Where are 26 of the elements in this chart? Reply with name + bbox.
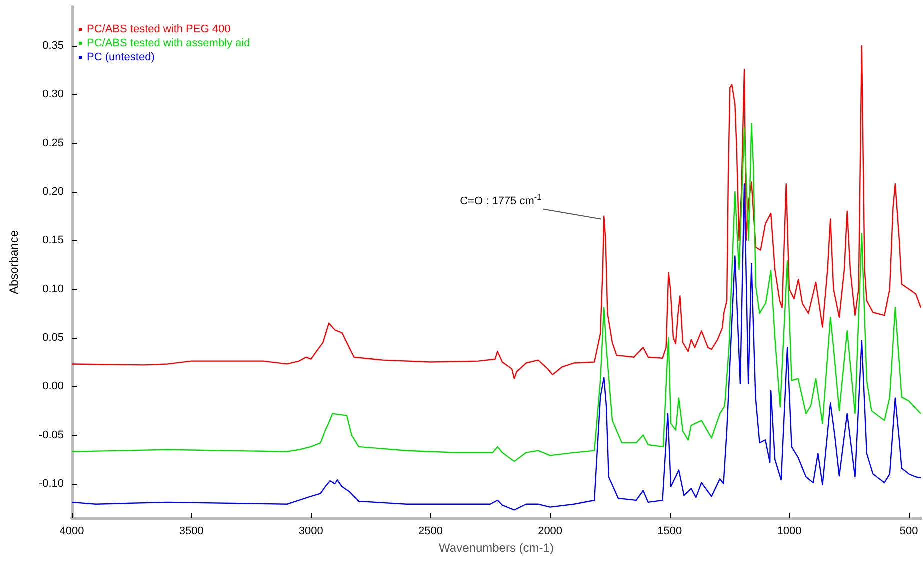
x-tick-label: 500 [900,526,918,538]
y-tick-label: 0.05 [42,332,64,344]
x-tick-label: 4000 [60,526,84,538]
legend-label: PC/ABS tested with PEG 400 [87,24,231,36]
legend-label: PC (untested) [87,52,155,64]
y-axis-title: Absorbance [7,230,21,295]
x-tick-label: 1500 [658,526,682,538]
y-tick-label: 0.35 [42,40,64,52]
y-tick-label: 0.30 [42,88,64,101]
x-tick-label: 2000 [538,526,563,538]
y-tick-label: 0.15 [42,234,64,247]
line-series [71,184,922,511]
y-tick-label: 0.00 [42,380,64,393]
annotation: C=O : 1775 cm$^{-1}$ [460,193,542,208]
legend-label: PC/ABS tested with assembly aid [87,38,250,50]
y-tick-label: -0.10 [38,478,64,490]
y-tick-label: 0.25 [42,137,64,150]
y-tick-label: 0.20 [42,186,64,198]
x-tick-label: 2500 [418,526,443,538]
line-series [71,123,922,462]
x-tick-label: 3000 [298,526,324,538]
x-tick-label: 3500 [179,526,204,538]
y-tick-label: -0.05 [38,429,64,442]
x-axis-title: Wavenumbers (cm-1) [439,541,554,555]
x-tick-label: 1000 [777,526,802,538]
y-tick-label: 0.10 [42,283,64,296]
